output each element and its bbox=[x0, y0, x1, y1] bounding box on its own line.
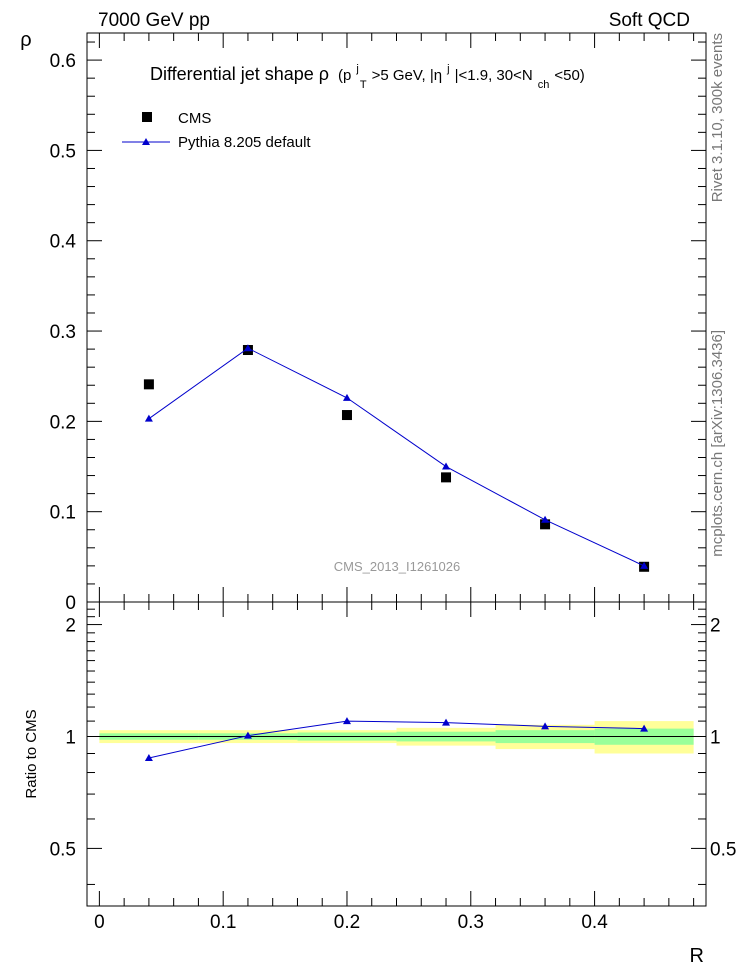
legend: CMS Pythia 8.205 default bbox=[122, 110, 311, 151]
ratio-point bbox=[342, 717, 351, 725]
ratio-y-tick-label-left: 0.5 bbox=[50, 839, 76, 860]
pythia-point bbox=[243, 344, 252, 352]
main-y-tick-label: 0.2 bbox=[50, 412, 76, 433]
ratio-x-tick-label: 0.1 bbox=[210, 912, 236, 933]
ratio-ylabel: Ratio to CMS bbox=[23, 709, 40, 798]
main-y-tick-label: 0.5 bbox=[50, 141, 76, 162]
title-p: (p bbox=[338, 67, 351, 84]
title-p-sup: j bbox=[355, 63, 358, 75]
ratio-data bbox=[144, 717, 649, 762]
ratio-y-tick-label-left: 1 bbox=[65, 727, 76, 748]
header-right: Soft QCD bbox=[609, 10, 690, 31]
main-ylabel: ρ bbox=[20, 29, 31, 51]
main-y-tick-label: 0.1 bbox=[50, 503, 76, 524]
title-end: <50) bbox=[554, 67, 584, 84]
ratio-panel: 0.5 0.5 1 1 2 2 0 0.1 0.2 0.3 0.4 Ratio to CMS R bbox=[23, 601, 736, 967]
legend-pythia-marker bbox=[142, 138, 150, 145]
main-y-tick-label: 0.3 bbox=[50, 322, 76, 343]
ratio-x-tick-label: 0.4 bbox=[581, 912, 608, 933]
main-data bbox=[143, 344, 650, 572]
title-cut: |<1.9, 30<N bbox=[455, 67, 533, 84]
ratio-y-ticks: 0.5 0.5 1 1 2 2 bbox=[50, 608, 736, 885]
ratio-point bbox=[144, 754, 153, 762]
ratio-y-tick-label-left: 2 bbox=[65, 616, 76, 637]
title-mid: >5 GeV, |η bbox=[372, 67, 442, 84]
ratio-y-tick-label-right: 2 bbox=[710, 616, 721, 637]
ratio-line bbox=[148, 720, 645, 759]
main-y-tick-label: 0.4 bbox=[50, 232, 77, 253]
main-y-tick-label: 0 bbox=[65, 593, 76, 614]
rivet-label: Rivet 3.1.10, 300k events bbox=[709, 33, 726, 202]
pythia-line bbox=[148, 347, 645, 567]
pythia-point bbox=[144, 414, 153, 422]
ratio-x-tick-label: 0 bbox=[94, 912, 105, 933]
cms-point bbox=[540, 519, 551, 530]
ratio-x-tick-label: 0.2 bbox=[334, 912, 360, 933]
ratio-point bbox=[640, 724, 649, 732]
ratio-point bbox=[541, 722, 550, 730]
title-p-sub: T bbox=[360, 79, 367, 91]
ratio-x-ticks: 0 0.1 0.2 0.3 0.4 bbox=[94, 602, 695, 933]
pythia-point bbox=[342, 393, 351, 401]
title-eta-sup: j bbox=[446, 63, 449, 75]
ratio-x-tick-label: 0.3 bbox=[458, 912, 484, 933]
main-title: Differential jet shape ρ (p j T >5 GeV, … bbox=[150, 56, 585, 92]
watermark: CMS_2013_I1261026 bbox=[334, 559, 461, 574]
main-panel: 0 0.1 0.2 0.3 0.4 0.5 0.6 ρ Differential jet s… bbox=[20, 29, 707, 614]
ratio-xlabel: R bbox=[690, 945, 704, 967]
main-y-tick-label: 0.6 bbox=[50, 51, 76, 72]
title-main: Differential jet shape ρ bbox=[150, 64, 329, 84]
legend-pythia-label: Pythia 8.205 default bbox=[178, 134, 311, 151]
title-n-sub: ch bbox=[538, 79, 550, 91]
pythia-point bbox=[541, 515, 550, 523]
ratio-y-tick-label-right: 1 bbox=[710, 727, 721, 748]
pythia-point bbox=[640, 561, 649, 569]
cms-point bbox=[341, 410, 352, 421]
ratio-point bbox=[243, 731, 252, 739]
ratio-point bbox=[442, 718, 451, 726]
legend-cms-label: CMS bbox=[178, 110, 211, 127]
legend-cms-marker bbox=[142, 112, 152, 122]
mcplots-label: mcplots.cern.ch [arXiv:1306.3436] bbox=[709, 330, 726, 557]
main-y-ticks: 0 0.1 0.2 0.3 0.4 0.5 0.6 bbox=[50, 41, 706, 614]
pythia-point bbox=[442, 462, 451, 470]
cms-point bbox=[143, 379, 154, 390]
cms-point bbox=[441, 472, 452, 483]
ratio-frame bbox=[86, 601, 707, 907]
header-left: 7000 GeV pp bbox=[98, 10, 210, 31]
ratio-y-tick-label-right: 0.5 bbox=[710, 839, 736, 860]
main-x-ticks bbox=[98, 33, 695, 602]
